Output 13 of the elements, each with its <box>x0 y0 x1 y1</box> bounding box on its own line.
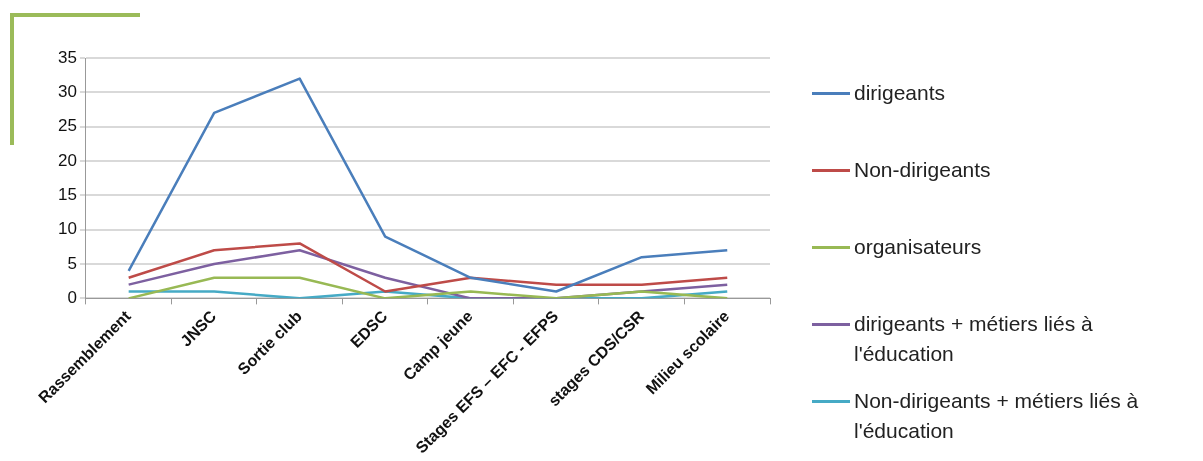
y-tick-label: 30 <box>57 82 77 102</box>
y-tick-label: 35 <box>57 47 77 67</box>
legend-label: organisateurs <box>854 234 982 260</box>
y-tick-label: 20 <box>57 150 77 170</box>
legend-label: dirigeants <box>854 80 946 106</box>
y-tick-label: 10 <box>57 219 77 239</box>
legend-label: dirigeants + métiers liés à l'éducation <box>854 311 1094 367</box>
y-tick-label: 0 <box>67 288 77 308</box>
y-tick-label: 15 <box>57 185 77 205</box>
legend-label: Non-dirigeants + métiers liés à l'éducation <box>854 388 1140 444</box>
y-tick-label: 5 <box>67 253 77 273</box>
legend-label: Non-dirigeants <box>854 157 991 183</box>
y-tick-label: 25 <box>57 116 77 136</box>
